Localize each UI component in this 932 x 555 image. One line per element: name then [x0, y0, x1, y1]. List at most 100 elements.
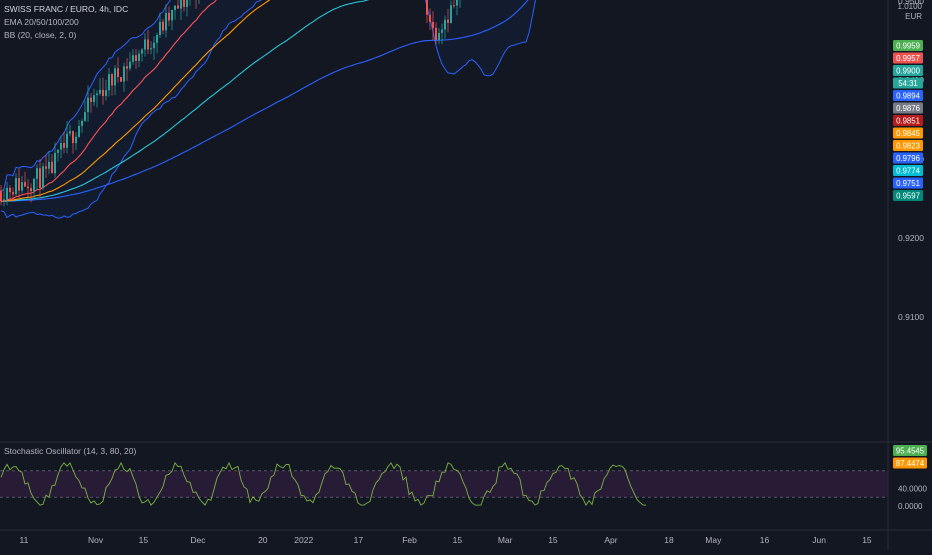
candles-group: [0, 0, 461, 207]
candle-body: [33, 178, 35, 192]
candle-body: [432, 22, 434, 28]
ema-legend[interactable]: EMA 20/50/100/200: [4, 17, 79, 27]
candle-body: [159, 21, 161, 35]
time-tick-label: Dec: [190, 535, 206, 545]
time-tick-label: 16: [760, 535, 770, 545]
candle-body: [177, 5, 179, 9]
candle-body: [144, 39, 146, 50]
candle-body: [429, 14, 431, 23]
candle-body: [72, 131, 74, 144]
price-label-box: [893, 65, 923, 76]
candle-body: [180, 0, 182, 9]
candle-body: [441, 29, 443, 33]
price-label-text: 0.9751: [896, 179, 920, 188]
candle-body: [147, 39, 149, 50]
price-label-box: [893, 177, 923, 189]
time-tick-label: 18: [664, 535, 674, 545]
candle-body: [0, 190, 2, 202]
candle-body: [96, 93, 98, 96]
price-label-box: [893, 40, 923, 51]
candle-body: [138, 53, 140, 61]
candle-body: [117, 68, 119, 78]
price-label-text: 0.9959: [896, 42, 920, 51]
candle-body: [21, 182, 23, 191]
candle-body: [456, 0, 458, 6]
candle-body: [3, 199, 5, 202]
oscillator-tick-label: 0.0000: [898, 502, 923, 511]
price-tick-label: 0.9200: [898, 233, 924, 243]
candle-body: [54, 152, 56, 174]
candle-body: [18, 178, 20, 191]
price-label-text: 0.9957: [896, 54, 920, 63]
candle-body: [156, 34, 158, 43]
candle-body: [447, 19, 449, 23]
oscillator-value-box: [893, 445, 927, 456]
candle-body: [66, 133, 68, 148]
price-label-text: 0.9876: [896, 104, 920, 113]
candle-body: [141, 49, 143, 54]
time-tick-label: 17: [354, 535, 364, 545]
time-tick-label: 15: [862, 535, 872, 545]
candle-body: [438, 32, 440, 40]
candle-body: [87, 97, 89, 113]
time-tick-label: Jun: [812, 535, 826, 545]
candle-body: [12, 192, 14, 195]
price-label-box: [893, 152, 923, 164]
ema-50-line: [0, 0, 271, 202]
price-label-box: [893, 52, 923, 64]
candle-body: [174, 5, 176, 10]
candle-body: [69, 131, 71, 134]
candle-body: [60, 142, 62, 150]
price-tick-label: 0.9100: [898, 312, 924, 322]
candle-body: [15, 178, 17, 195]
oscillator-legend[interactable]: Stochastic Oscillator (14, 3, 80, 20): [4, 446, 137, 456]
oscillator-value-text: 95.4545: [896, 447, 925, 456]
ema-100-line: [1, 0, 370, 202]
price-label-box: [893, 127, 923, 139]
candle-body: [426, 0, 428, 15]
candle-body: [75, 136, 77, 144]
price-label-box: [893, 140, 923, 151]
price-labels: 0.9959 0.9957 0.9900 54:31 0.9894 0.9876 0.985…: [893, 40, 923, 201]
oscillator-value-box: [893, 457, 927, 469]
candle-body: [99, 89, 101, 94]
candle-body: [108, 74, 110, 91]
candle-body: [81, 120, 83, 126]
candle-body: [30, 188, 32, 192]
price-label-box: [893, 190, 923, 201]
candle-body: [165, 12, 167, 31]
candle-body: [171, 9, 173, 21]
candle-body: [120, 77, 122, 82]
symbol-legend[interactable]: SWISS FRANC / EURO, 4h, IDC: [4, 4, 129, 14]
candle-body: [126, 66, 128, 69]
time-tick-label: 11: [19, 535, 28, 545]
time-tick-label: 2022: [294, 535, 313, 545]
currency-header: 1.0100 EUR: [898, 2, 922, 22]
price-label-box: [893, 77, 923, 89]
candle-body: [57, 149, 59, 153]
price-label-box: [893, 90, 923, 101]
candle-body: [453, 5, 455, 7]
price-label-text: 0.9851: [896, 117, 920, 126]
candle-body: [36, 168, 38, 179]
bb-lower-line: [0, 0, 537, 219]
oscillator-value-text: 87.4474: [896, 459, 925, 468]
candle-body: [450, 5, 452, 23]
time-tick-label: Nov: [88, 535, 104, 545]
candle-body: [27, 186, 29, 189]
price-tick-label: 0.9500: [898, 0, 924, 6]
candle-body: [135, 55, 137, 61]
bb-legend[interactable]: BB (20, close, 2, 0): [4, 30, 77, 40]
time-tick-label: Apr: [604, 535, 617, 545]
candle-body: [39, 168, 41, 189]
candle-body: [90, 97, 92, 102]
candle-body: [24, 182, 26, 187]
time-tick-label: Feb: [402, 535, 417, 545]
candle-body: [105, 90, 107, 96]
price-label-text: 0.9845: [896, 129, 921, 138]
candle-body: [78, 125, 80, 137]
price-label-text: 0.9796: [896, 154, 920, 163]
time-tick-label: 15: [453, 535, 463, 545]
